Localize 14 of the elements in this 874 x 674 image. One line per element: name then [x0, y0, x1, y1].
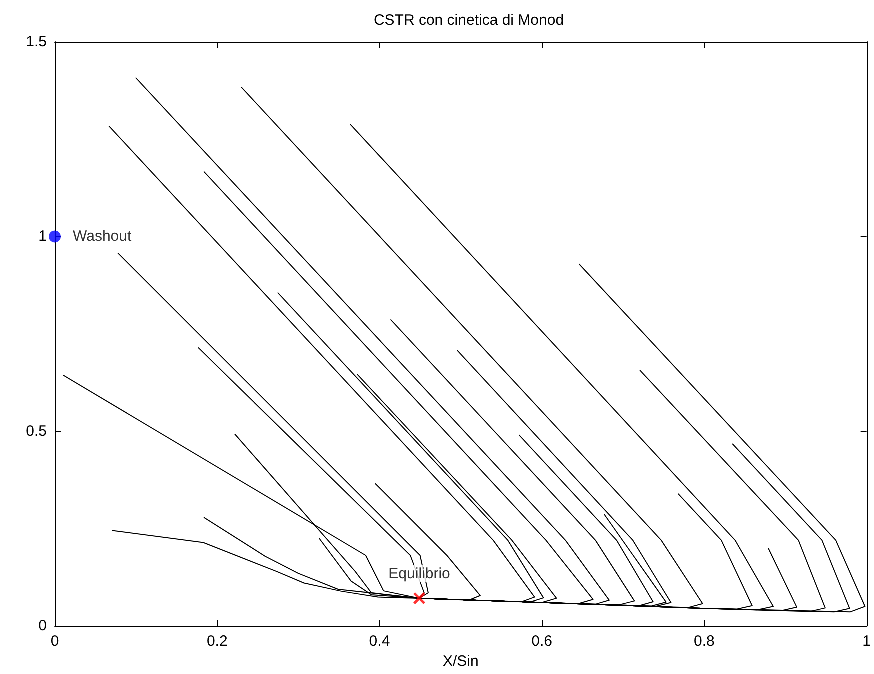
chart-title: CSTR con cinetica di Monod — [374, 12, 564, 29]
y-tick-label: 0.5 — [26, 422, 47, 440]
x-tick-label: 1 — [862, 633, 871, 650]
x-tick-label: 0.4 — [369, 633, 390, 650]
x-tick-label: 0.8 — [694, 633, 715, 650]
y-tick-label: 1.5 — [26, 34, 47, 50]
y-tick-label: 0 — [38, 618, 47, 635]
x-axis-title: X/Sin — [442, 653, 479, 670]
series-label: Equilibrio — [388, 565, 450, 582]
y-tick-label: 1 — [38, 228, 47, 246]
x-tick-label: 0 — [50, 633, 60, 650]
series-label: Washout — [73, 228, 132, 246]
x-tick-label: 0.2 — [206, 633, 228, 650]
x-tick-label: 0.6 — [532, 633, 553, 650]
